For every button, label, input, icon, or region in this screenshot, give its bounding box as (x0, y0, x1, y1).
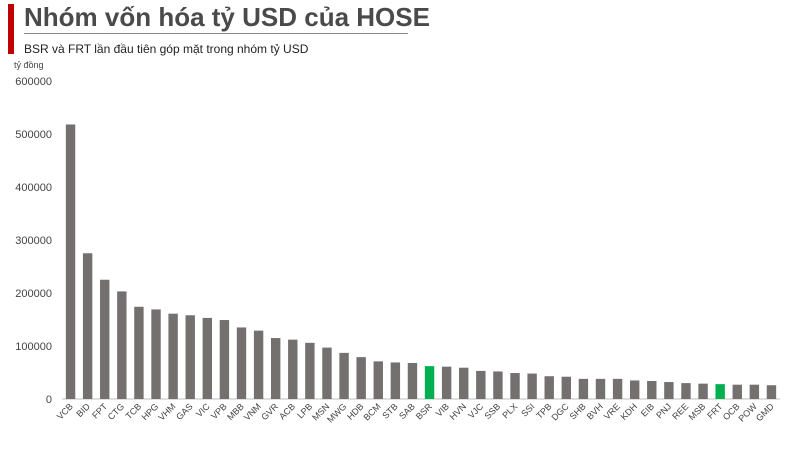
bar-gas (185, 315, 195, 399)
x-tick-label: VNM (242, 401, 263, 422)
bar-shb (578, 378, 589, 399)
bar-vjc (476, 370, 486, 399)
bar-msn (322, 347, 332, 399)
bar-dgc (561, 376, 572, 399)
bar-fpt (100, 279, 110, 399)
x-tick-label: HPG (140, 401, 161, 422)
bar-gmd (766, 385, 777, 399)
x-tick-label: VIC (194, 401, 212, 419)
title-accent-bar (8, 4, 14, 54)
bar-bcm (373, 361, 383, 399)
x-tick-label: SSI (519, 401, 536, 418)
y-tick-label: 500000 (15, 129, 52, 141)
bar-mbb (236, 327, 247, 399)
x-tick-label: VRE (602, 401, 622, 421)
x-tick-label: BID (74, 401, 92, 419)
x-tick-label: PNJ (654, 401, 673, 420)
bar-kdh (629, 380, 640, 399)
bar-pnj (664, 382, 674, 399)
bar-frt (715, 384, 725, 399)
x-tick-label: BVH (585, 401, 605, 421)
bar-vhm (168, 313, 178, 399)
x-tick-label: MWG (325, 401, 348, 424)
bar-plx (510, 373, 520, 399)
x-tick-label: TCB (124, 401, 144, 421)
bar-bid (82, 253, 93, 399)
y-tick-label: 100000 (15, 341, 52, 353)
x-tick-label: HDB (345, 401, 366, 422)
bar-vic (202, 317, 213, 399)
x-tick-label: VHM (156, 401, 177, 422)
bar-sab (407, 362, 418, 399)
x-tick-label: CTG (106, 401, 127, 422)
bar-pow (749, 384, 760, 399)
bar-ssb (493, 371, 503, 399)
x-tick-label: HVN (448, 401, 469, 422)
x-tick-label: SSB (483, 401, 503, 421)
bar-tpb (544, 376, 554, 399)
x-tick-label: BSR (414, 401, 435, 422)
bar-hpg (151, 309, 161, 399)
bar-hvn (459, 367, 469, 399)
bar-mwg (339, 352, 349, 399)
y-tick-label: 200000 (15, 288, 52, 300)
x-tick-label: POW (736, 401, 759, 424)
x-tick-label: REE (670, 401, 690, 421)
x-tick-label: SHB (568, 401, 588, 421)
chart-subtitle: BSR và FRT lần đầu tiên góp mặt trong nh… (24, 42, 309, 56)
bar-gvr (270, 338, 281, 399)
bar-msb (698, 383, 708, 399)
x-tick-label: GAS (174, 401, 195, 422)
x-tick-label: ACB (277, 401, 297, 421)
bar-vpb (219, 320, 230, 399)
x-tick-label: MSB (687, 401, 708, 422)
y-tick-label: 600000 (15, 76, 52, 88)
bar-ocb (732, 384, 742, 399)
bar-vib (441, 366, 452, 399)
bar-ctg (117, 291, 127, 399)
x-tick-label: GMD (754, 401, 776, 423)
bar-eib (647, 380, 657, 399)
y-tick-label: 400000 (15, 182, 52, 194)
x-tick-label: VJC (466, 401, 485, 420)
y-tick-label: 300000 (15, 235, 52, 247)
title-underline (24, 33, 408, 34)
x-tick-label: STB (380, 401, 399, 420)
bar-vcb (65, 124, 76, 400)
bar-vnm (253, 330, 264, 399)
x-tick-label: SAB (397, 401, 417, 421)
y-axis-unit-label: tỷ đồng (14, 60, 44, 70)
x-tick-label: VCB (55, 401, 75, 421)
bar-bvh (595, 378, 606, 399)
x-tick-label: PLX (500, 401, 519, 420)
bar-hdb (356, 357, 366, 399)
bar-lpb (305, 342, 315, 399)
x-tick-label: BCM (361, 401, 382, 422)
y-tick-label: 0 (46, 394, 52, 406)
chart-title: Nhóm vốn hóa tỷ USD của HOSE (24, 2, 430, 32)
bar-stb (390, 362, 401, 399)
bar-ree (681, 383, 691, 399)
x-tick-label: GVR (259, 401, 280, 422)
bar-acb (288, 339, 298, 399)
x-tick-label: KDH (619, 401, 640, 422)
x-tick-label: DGC (550, 401, 572, 423)
bar-vre (612, 378, 623, 399)
bar-bsr (424, 366, 435, 399)
x-tick-label: FRT (705, 401, 725, 421)
bar-ssi (527, 373, 537, 399)
bar-tcb (134, 306, 144, 399)
x-tick-label: MBB (225, 401, 246, 422)
x-tick-label: FPT (90, 401, 109, 420)
x-tick-label: EIB (639, 401, 656, 418)
x-tick-label: VPB (209, 401, 229, 421)
